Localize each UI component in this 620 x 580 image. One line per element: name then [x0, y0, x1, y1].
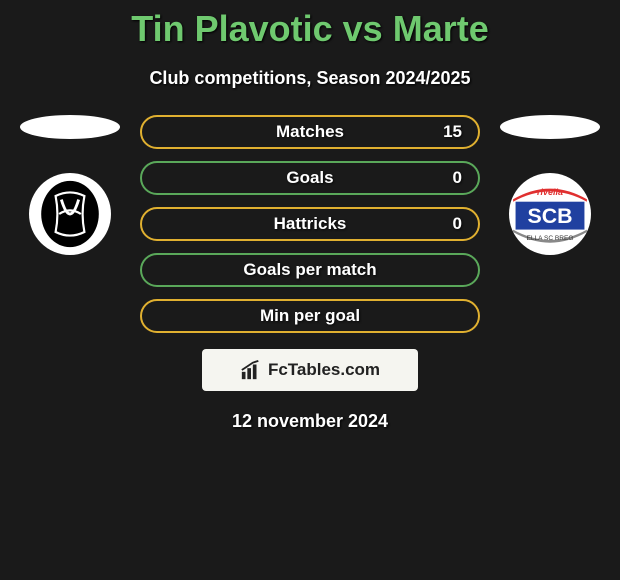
- brand-badge: FcTables.com: [202, 349, 418, 391]
- stat-label: Goals: [286, 168, 333, 188]
- stat-bar-hattricks: Hattricks 0: [140, 207, 480, 241]
- chart-icon: [240, 359, 262, 381]
- brand-text: FcTables.com: [268, 360, 380, 380]
- svg-text:SCB: SCB: [528, 204, 573, 228]
- content-row: Matches 15 Goals 0 Hattricks 0 Goals per…: [0, 115, 620, 333]
- stat-label: Goals per match: [243, 260, 376, 280]
- stat-bar-goals-per-match: Goals per match: [140, 253, 480, 287]
- left-column: [20, 115, 120, 255]
- sv-ried-logo-icon: [34, 178, 106, 250]
- svg-text:rivella: rivella: [537, 187, 563, 197]
- stat-bar-goals: Goals 0: [140, 161, 480, 195]
- club-logo-left: [29, 173, 111, 255]
- footer-date: 12 november 2024: [0, 411, 620, 432]
- right-column: rivella SCB ELLA SC BREG: [500, 115, 600, 255]
- sc-bregenz-logo-icon: rivella SCB ELLA SC BREG: [509, 173, 591, 255]
- stat-label: Matches: [276, 122, 344, 142]
- infographic-container: Tin Plavotic vs Marte Club competitions,…: [0, 0, 620, 432]
- stat-label: Hattricks: [274, 214, 347, 234]
- player-photo-placeholder-right: [500, 115, 600, 139]
- page-title: Tin Plavotic vs Marte: [0, 0, 620, 50]
- stats-column: Matches 15 Goals 0 Hattricks 0 Goals per…: [140, 115, 480, 333]
- stat-bar-matches: Matches 15: [140, 115, 480, 149]
- stat-value: 0: [453, 168, 462, 188]
- stat-value: 15: [443, 122, 462, 142]
- stat-bar-min-per-goal: Min per goal: [140, 299, 480, 333]
- player-photo-placeholder-left: [20, 115, 120, 139]
- club-logo-right: rivella SCB ELLA SC BREG: [509, 173, 591, 255]
- svg-text:ELLA SC BREG: ELLA SC BREG: [527, 235, 574, 242]
- stat-value: 0: [453, 214, 462, 234]
- page-subtitle: Club competitions, Season 2024/2025: [0, 68, 620, 89]
- stat-label: Min per goal: [260, 306, 360, 326]
